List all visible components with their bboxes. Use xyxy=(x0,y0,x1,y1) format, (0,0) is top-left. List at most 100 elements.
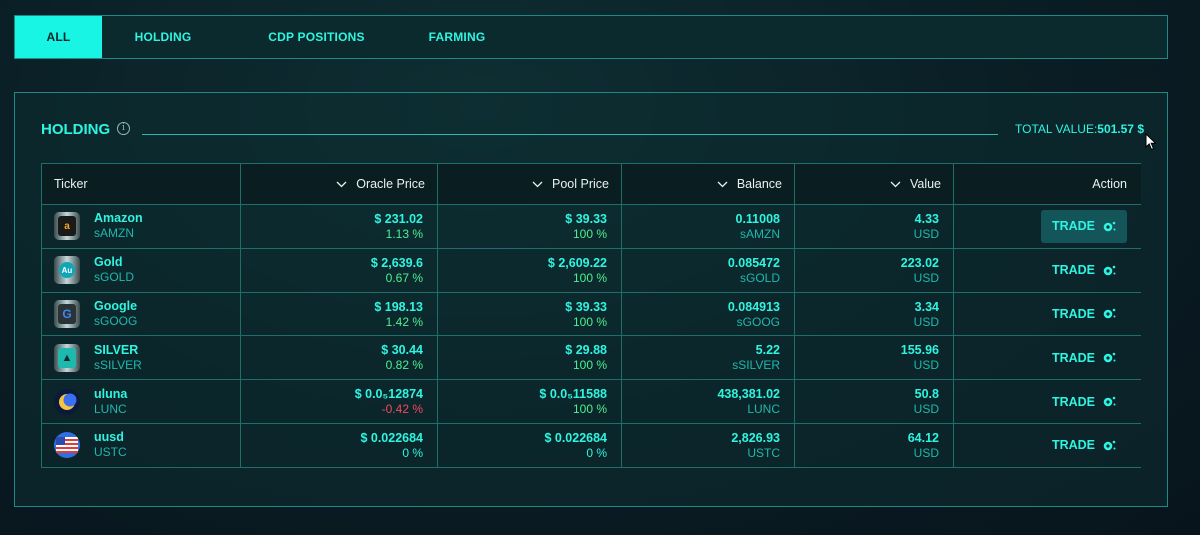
ticker-name: uluna xyxy=(94,386,128,401)
balance-cell: 0.085472 sGOLD xyxy=(622,248,795,292)
silver-logo-icon: ▲ xyxy=(54,343,80,372)
table-row: ▲ SILVER sSILVER $ 30.44 0.82 % $ 29.88 100… xyxy=(41,336,1141,381)
oracle-price: $ 198.13 xyxy=(374,299,423,314)
oracle-price-cell: $ 231.02 1.13 % xyxy=(241,205,438,248)
ticker-symbol: sAMZN xyxy=(94,226,134,241)
trade-label: TRADE xyxy=(1051,219,1096,234)
value-unit: USD xyxy=(913,402,939,417)
oracle-price-cell: $ 30.44 0.82 % xyxy=(241,336,438,380)
total-value-label: TOTAL VALUE: xyxy=(1015,122,1098,136)
moon-icon xyxy=(59,393,77,410)
trade-button[interactable]: TRADE xyxy=(1041,254,1127,287)
ticker-symbol: sSILVER xyxy=(94,357,142,372)
trade-button[interactable]: TRADE xyxy=(1041,209,1127,243)
value-unit: USD xyxy=(913,314,939,329)
ticker-name: Gold xyxy=(94,255,123,270)
mouse-cursor-icon xyxy=(1145,133,1157,151)
oracle-change: 0 % xyxy=(402,445,423,460)
balance-cell: 438,381.02 LUNC xyxy=(622,380,795,423)
pool-ratio: 100 % xyxy=(572,358,607,373)
trade-button[interactable]: TRADE xyxy=(1041,429,1127,462)
trade-button[interactable]: TRADE xyxy=(1041,341,1127,374)
us-flag-icon xyxy=(56,437,78,454)
pool-ratio: 100 % xyxy=(572,402,607,417)
table-row: uusd USTC $ 0.022684 0 % $ 0.022684 0 % 2,8… xyxy=(41,423,1141,468)
header-oracle-price[interactable]: Oracle Price xyxy=(241,164,438,204)
pool-price: $ 39.33 xyxy=(565,299,607,314)
ticker-symbol: USTC xyxy=(94,445,127,460)
holdings-table: Ticker Oracle Price Pool Price Balance V… xyxy=(41,163,1141,468)
ticker-name: Amazon xyxy=(94,211,143,226)
filter-tabs: ALL HOLDING CDP POSITIONS FARMING xyxy=(14,15,1168,59)
header-ticker: Ticker xyxy=(41,164,241,204)
pool-price: $ 0.0₅11588 xyxy=(539,387,607,402)
pool-price-cell: $ 2,609.22 100 % xyxy=(438,248,622,292)
chevron-down-icon xyxy=(890,181,901,187)
action-cell: TRADE xyxy=(954,293,1141,336)
balance-cell: 0.084913 sGOOG xyxy=(622,292,795,336)
balance: 438,381.02 xyxy=(717,387,780,402)
header-pool-price[interactable]: Pool Price xyxy=(438,164,622,204)
table-row: a Amazon sAMZN $ 231.02 1.13 % $ 39.33 100 … xyxy=(41,205,1141,249)
header-action: Action xyxy=(954,164,1141,204)
oracle-price-cell: $ 0.022684 0 % xyxy=(241,423,438,467)
oracle-price: $ 30.44 xyxy=(381,343,423,358)
header-value[interactable]: Value xyxy=(795,164,954,204)
balance-unit: LUNC xyxy=(747,402,780,417)
value-cell: 3.34 USD xyxy=(795,292,954,336)
header-balance[interactable]: Balance xyxy=(622,164,795,204)
pool-price: $ 2,609.22 xyxy=(547,255,607,270)
action-cell: TRADE xyxy=(954,336,1141,379)
trade-icon xyxy=(1103,309,1116,319)
oracle-price: $ 0.022684 xyxy=(360,430,423,445)
trade-icon xyxy=(1103,440,1116,451)
value-unit: USD xyxy=(913,358,939,373)
balance: 0.11008 xyxy=(735,212,781,226)
balance-unit: sSILVER xyxy=(732,358,780,373)
oracle-price: $ 0.0₅12874 xyxy=(354,387,423,402)
header-divider xyxy=(142,134,998,135)
trade-icon xyxy=(1103,265,1116,275)
chevron-down-icon xyxy=(717,181,728,187)
value-unit: USD xyxy=(913,227,939,241)
trade-button[interactable]: TRADE xyxy=(1041,297,1127,330)
table-header-row: Ticker Oracle Price Pool Price Balance V… xyxy=(41,163,1141,205)
value-unit: USD xyxy=(913,445,939,460)
value-cell: 50.8 USD xyxy=(795,380,954,423)
balance: 5.22 xyxy=(755,343,780,358)
oracle-price-cell: $ 198.13 1.42 % xyxy=(241,292,438,336)
header-pool-price-label: Pool Price xyxy=(552,177,609,191)
header-balance-label: Balance xyxy=(736,177,782,191)
trade-label: TRADE xyxy=(1051,438,1096,453)
balance-cell: 2,826.93 USTC xyxy=(622,423,795,467)
ticker-cell: Au Gold sGOLD xyxy=(41,248,241,292)
header-oracle-price-label: Oracle Price xyxy=(356,177,425,191)
value-cell: 64.12 USD xyxy=(795,423,954,467)
value-cell: 4.33 USD xyxy=(795,205,954,248)
info-icon[interactable]: i xyxy=(117,122,130,135)
value: 155.96 xyxy=(900,343,939,358)
oracle-price-cell: $ 0.0₅12874 -0.42 % xyxy=(241,380,438,423)
value: 64.12 xyxy=(907,430,939,445)
oracle-change: -0.42 % xyxy=(381,402,423,417)
chevron-down-icon xyxy=(336,181,347,187)
ticker-cell: ▲ SILVER sSILVER xyxy=(41,336,241,380)
ticker-symbol: sGOLD xyxy=(94,270,135,285)
value: 50.8 xyxy=(914,387,939,402)
balance: 0.085472 xyxy=(727,255,780,270)
trade-button[interactable]: TRADE xyxy=(1041,385,1127,418)
value-unit: USD xyxy=(913,270,939,285)
panel-title: HOLDING xyxy=(41,121,111,138)
tab-holding[interactable]: HOLDING xyxy=(134,30,192,44)
tab-farming[interactable]: FARMING xyxy=(428,30,486,44)
ticker-cell: uusd USTC xyxy=(41,423,241,467)
balance-unit: USTC xyxy=(747,445,780,460)
total-value: TOTAL VALUE:501.57 $ xyxy=(1015,122,1144,136)
tab-all[interactable]: ALL xyxy=(15,16,102,58)
action-cell: TRADE xyxy=(954,205,1141,248)
balance-unit: sGOLD xyxy=(739,270,780,285)
chevron-down-icon xyxy=(532,181,543,187)
tab-cdp-positions[interactable]: CDP POSITIONS xyxy=(268,30,365,44)
ticker-cell: uluna LUNC xyxy=(41,380,241,423)
ticker-name: Google xyxy=(94,298,138,313)
